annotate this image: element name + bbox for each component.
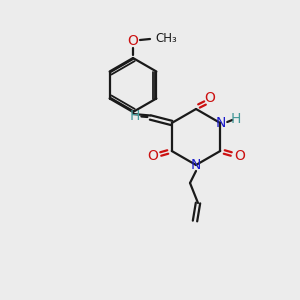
Text: O: O xyxy=(205,91,215,105)
Text: O: O xyxy=(147,149,158,163)
Text: H: H xyxy=(129,109,140,122)
Text: H: H xyxy=(231,112,242,126)
Text: N: N xyxy=(191,158,201,172)
Text: CH₃: CH₃ xyxy=(155,32,177,44)
Text: N: N xyxy=(216,116,226,130)
Text: O: O xyxy=(128,34,138,48)
Text: O: O xyxy=(234,149,245,163)
